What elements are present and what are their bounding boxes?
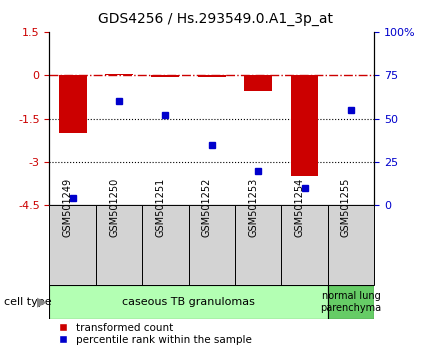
Bar [189,205,235,285]
Bar [105,74,133,75]
Bar [49,205,96,285]
Bar [328,205,374,285]
Text: GSM501254: GSM501254 [295,178,304,237]
Bar [142,205,189,285]
Text: normal lung
parenchyma: normal lung parenchyma [320,291,381,313]
Bar [49,285,328,319]
Legend: transformed count, percentile rank within the sample: transformed count, percentile rank withi… [48,318,256,349]
Text: GSM501252: GSM501252 [202,178,212,238]
Bar [328,285,374,319]
Text: GSM501251: GSM501251 [155,178,166,237]
Bar [235,205,281,285]
Text: cell type: cell type [4,297,52,307]
Bar [151,75,179,77]
Bar [244,75,272,91]
Text: GDS4256 / Hs.293549.0.A1_3p_at: GDS4256 / Hs.293549.0.A1_3p_at [98,12,332,27]
Text: caseous TB granulomas: caseous TB granulomas [122,297,255,307]
Text: GSM501250: GSM501250 [109,178,119,237]
Bar [281,205,328,285]
Text: GSM501253: GSM501253 [248,178,258,237]
Bar [59,75,86,133]
Bar [291,75,319,176]
Bar [198,75,226,77]
Text: GSM501249: GSM501249 [63,178,73,237]
Text: GSM501255: GSM501255 [341,178,351,238]
Text: ▶: ▶ [37,295,47,308]
Bar [96,205,142,285]
